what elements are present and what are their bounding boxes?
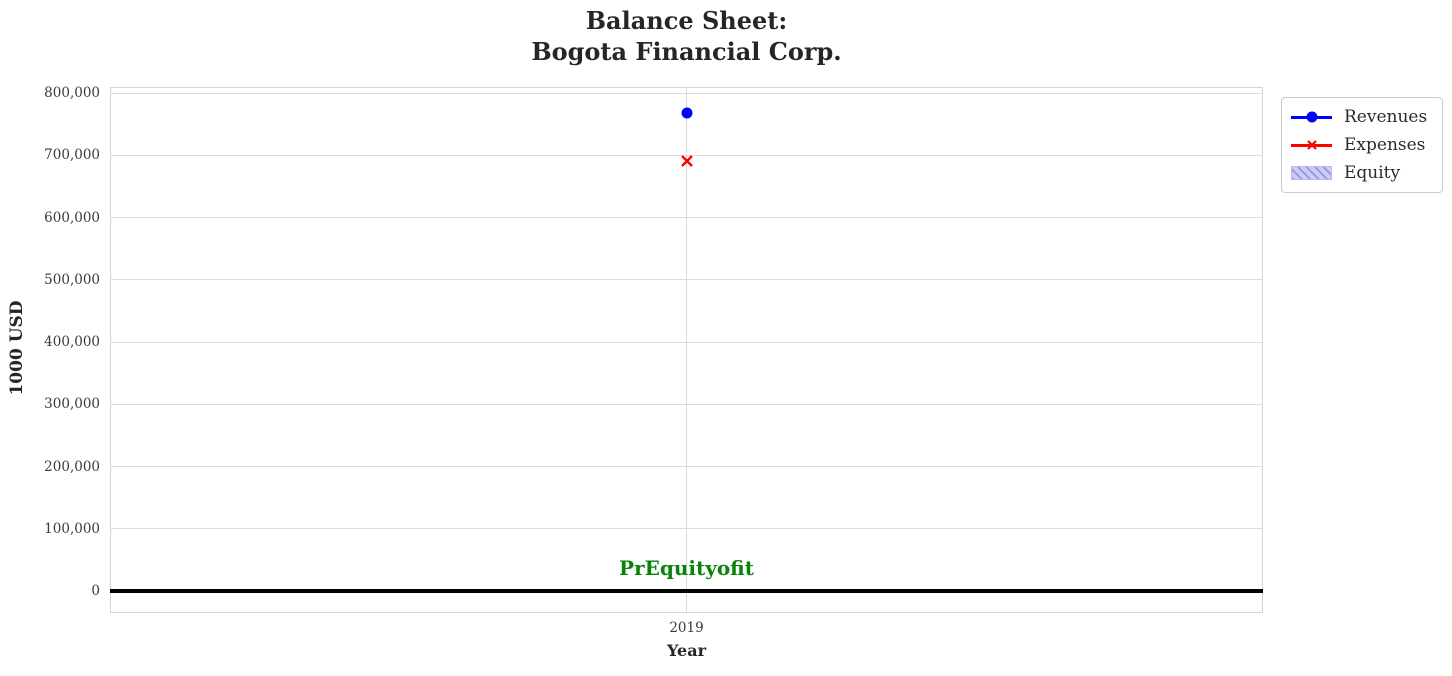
legend-sample-expenses: [1291, 137, 1332, 153]
y-tick-label: 300,000: [44, 396, 100, 413]
v-gridline: [686, 87, 687, 613]
y-tick-label: 800,000: [44, 85, 100, 102]
chart-title: Balance Sheet: Bogota Financial Corp.: [110, 5, 1263, 67]
chart-title-line1: Balance Sheet:: [585, 6, 788, 35]
legend-row-expenses[interactable]: Expenses: [1291, 131, 1433, 159]
legend-sample-revenues: [1291, 109, 1332, 125]
legend-row-revenues[interactable]: Revenues: [1291, 103, 1433, 131]
legend-label-revenues: Revenues: [1344, 107, 1428, 127]
chart-annotation: PrEquityofit: [619, 556, 754, 580]
equity-hatched-swatch: [1291, 166, 1332, 180]
legend-x-marker: [1306, 140, 1317, 151]
x-axis-label: Year: [666, 641, 706, 660]
y-tick-label: 600,000: [44, 209, 100, 226]
y-tick-label: 100,000: [44, 520, 100, 537]
x-tick-label: 2019: [669, 620, 704, 636]
zero-line: [110, 589, 1263, 593]
legend-sample-equity: [1291, 165, 1332, 181]
y-tick-label: 200,000: [44, 458, 100, 475]
legend: Revenues Expenses Equity: [1281, 97, 1443, 193]
legend-label-equity: Equity: [1344, 163, 1401, 183]
y-tick-label: 0: [91, 583, 100, 600]
expenses-point: [680, 155, 693, 168]
legend-circle-marker: [1306, 111, 1317, 123]
legend-row-equity[interactable]: Equity: [1291, 159, 1433, 187]
chart-title-line2: Bogota Financial Corp.: [531, 37, 842, 66]
y-tick-label: 400,000: [44, 334, 100, 351]
y-tick-label: 500,000: [44, 271, 100, 288]
y-tick-label: 700,000: [44, 147, 100, 164]
legend-label-expenses: Expenses: [1344, 135, 1426, 155]
revenues-point: [681, 107, 692, 119]
